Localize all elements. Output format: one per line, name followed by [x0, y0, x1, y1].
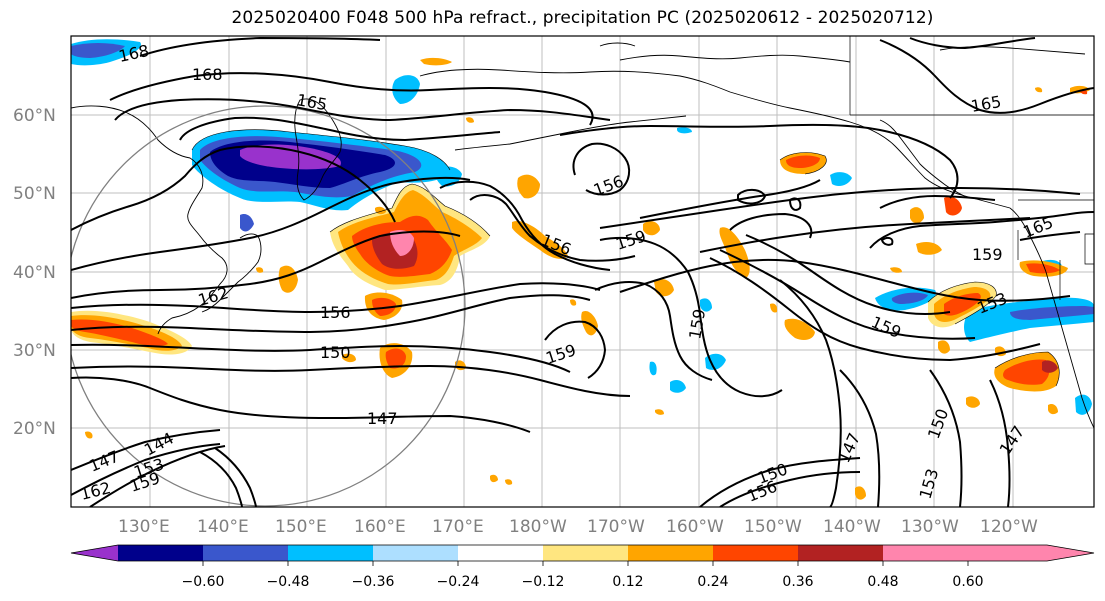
lat-label: 50°N	[13, 184, 56, 204]
map-title: 2025020400 F048 500 hPa refract., precip…	[231, 8, 934, 28]
height-contours	[71, 36, 1094, 507]
colorbar-tick-label: −0.60	[182, 574, 225, 590]
colorbar-outline	[70, 544, 1095, 562]
lon-label: 170°W	[587, 517, 645, 537]
coast-arctic	[619, 54, 851, 63]
lon-label: 130°W	[901, 517, 959, 537]
colorbar-tick-label: −0.48	[267, 574, 310, 590]
precip-negative-areas	[71, 39, 1094, 415]
lon-label: 150°W	[744, 517, 802, 537]
lat-label: 40°N	[13, 263, 56, 283]
lon-label: 160°E	[354, 517, 406, 537]
coast-asia	[71, 105, 228, 335]
coast-alaska	[419, 68, 1011, 209]
political-borders	[849, 36, 1094, 300]
colorbar-segment	[71, 545, 118, 561]
colorbar-segment	[118, 545, 203, 561]
coast-aleutians	[454, 115, 687, 151]
colorbar-ticks	[202, 561, 969, 566]
precip-positive-areas	[71, 57, 1090, 500]
colorbar-tick-label: 0.24	[697, 574, 728, 590]
coastlines	[71, 42, 1094, 429]
contour-label: 150	[320, 343, 351, 362]
lon-label: 140°E	[197, 517, 249, 537]
region-circle	[71, 105, 466, 507]
colorbar-segment	[373, 545, 458, 561]
lat-label: 20°N	[13, 419, 56, 439]
colorbar-segment	[458, 545, 543, 561]
colorbar-segment	[713, 545, 798, 561]
lon-label: 160°W	[666, 517, 724, 537]
precip-outlines	[191, 129, 1060, 387]
coast-japan	[201, 233, 262, 313]
contour-label: 168	[192, 65, 223, 84]
lon-label: 170°E	[432, 517, 484, 537]
colorbar-segment	[628, 545, 713, 561]
lat-label: 30°N	[13, 341, 56, 361]
coast-kamchatka	[294, 98, 342, 201]
lon-label: 140°W	[823, 517, 881, 537]
colorbar-tick-label: −0.12	[522, 574, 565, 590]
lon-label: 180°W	[509, 517, 567, 537]
latitude-labels: 60°N 50°N 40°N 30°N 20°N	[13, 106, 56, 439]
coast-na-west	[1009, 207, 1094, 429]
colorbar-segment	[203, 545, 288, 561]
colorbar-tick-label: 0.48	[867, 574, 898, 590]
colorbar-tick-label: 0.60	[952, 574, 983, 590]
lon-label: 130°E	[118, 517, 170, 537]
colorbar-tick-label: 0.12	[612, 574, 643, 590]
colorbar-segment	[798, 545, 883, 561]
contour-label: 156	[320, 303, 351, 322]
map-frame	[70, 35, 1095, 508]
colorbar-tick-label: −0.24	[437, 574, 480, 590]
longitude-labels: 130°E 140°E 150°E 160°E 170°E 180°W 170°…	[118, 517, 1038, 537]
colorbar-segment	[543, 545, 628, 561]
colorbar-tick-label: 0.36	[782, 574, 813, 590]
lon-label: 150°E	[275, 517, 327, 537]
lat-label: 60°N	[13, 106, 56, 126]
colorbar-tick-label: −0.36	[352, 574, 395, 590]
colorbar-segment	[883, 545, 1094, 561]
colorbar: −0.60 −0.48 −0.36 −0.24 −0.12 0.12 0.24 …	[70, 544, 1095, 590]
colorbar-segment	[288, 545, 373, 561]
contour-label: 147	[367, 409, 398, 428]
contour-label: 159	[972, 245, 1003, 264]
lon-label: 120°W	[980, 517, 1038, 537]
